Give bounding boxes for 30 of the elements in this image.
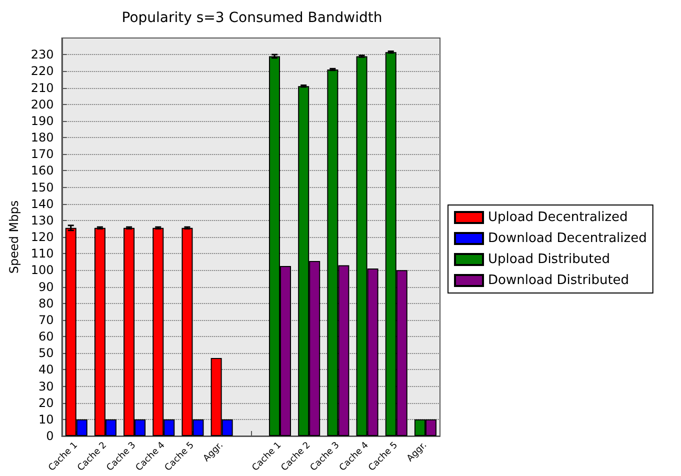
y-tick-label: 50 — [38, 346, 54, 360]
y-tick-label: 160 — [30, 164, 54, 178]
y-tick-label: 150 — [30, 180, 54, 194]
y-tick-label: 90 — [38, 280, 54, 294]
legend-label: Upload Distributed — [488, 252, 610, 267]
legend-label: Upload Decentralized — [488, 210, 628, 225]
y-tick-label: 80 — [38, 296, 54, 310]
legend-label: Download Distributed — [488, 273, 630, 288]
y-tick-label: 170 — [30, 147, 54, 162]
y-tick-label: 130 — [30, 213, 54, 228]
y-tick-label: 220 — [30, 64, 54, 78]
y-tick-label: 190 — [30, 114, 54, 128]
y-tick-label: 210 — [30, 80, 54, 95]
y-tick-label: 0 — [46, 429, 54, 443]
y-tick-label: 100 — [30, 263, 54, 278]
y-tick-label: 40 — [38, 362, 54, 377]
y-tick-label: 10 — [38, 412, 54, 426]
y-tick-label: 70 — [38, 312, 54, 327]
y-tick-label: 110 — [30, 246, 54, 261]
y-tick-label: 20 — [38, 396, 54, 410]
y-axis-title: Speed Mbps — [7, 200, 21, 274]
y-tick-label: 200 — [30, 97, 54, 112]
chart-title: Popularity s=3 Consumed Bandwidth — [122, 10, 382, 26]
y-tick-label: 60 — [38, 330, 54, 344]
y-tick-label: 120 — [30, 230, 54, 244]
y-tick-label: 180 — [30, 130, 54, 144]
y-tick-label: 30 — [38, 379, 54, 394]
y-tick-label: 230 — [30, 48, 54, 62]
legend-label: Download Decentralized — [488, 231, 647, 246]
y-tick-label: 140 — [30, 196, 54, 211]
